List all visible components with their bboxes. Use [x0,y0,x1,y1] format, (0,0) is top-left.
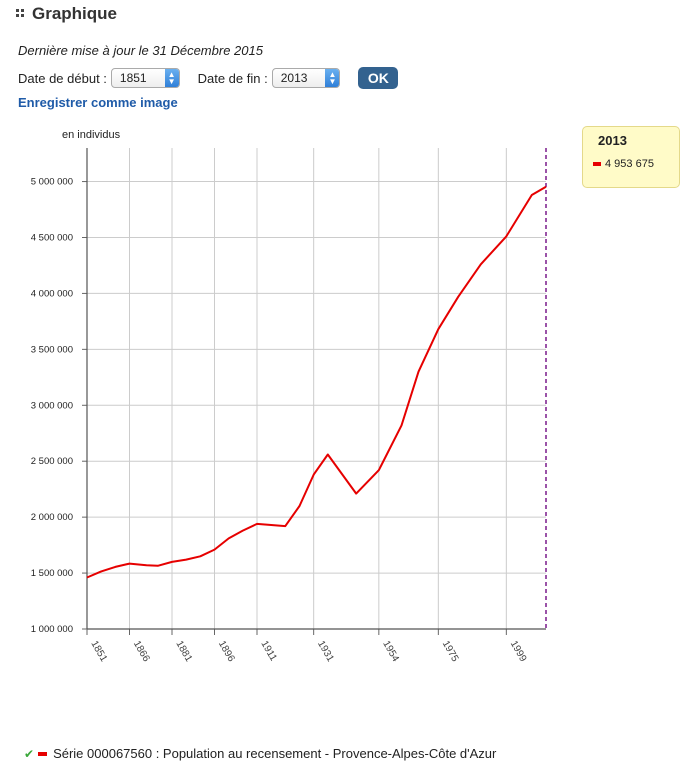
x-tick-label: 1896 [216,639,237,664]
ok-button[interactable]: OK [358,67,399,89]
x-tick-label: 1866 [131,639,152,664]
y-tick-label: 4 500 000 [31,232,73,243]
y-tick-label: 4 000 000 [31,288,73,299]
grid-layer [86,148,546,630]
y-axis-label: en individus [62,129,121,141]
section-title: Graphique [16,4,117,24]
last-update-text: Dernière mise à jour le 31 Décembre 2015 [18,43,263,58]
x-tick-label: 1954 [380,639,401,664]
y-tick-label: 1 500 000 [31,568,73,579]
x-tick-label: 1999 [508,639,529,664]
tooltip-year: 2013 [598,133,627,148]
series-layer [86,185,547,579]
end-date-label: Date de fin : [197,70,268,86]
y-tick-label: 5 000 000 [31,177,73,188]
x-tick-label: 1881 [173,639,194,664]
tooltip-value: 4 953 675 [605,158,654,170]
y-tick-label: 3 000 000 [31,400,73,411]
y-tick-label: 2 000 000 [31,512,73,523]
page-title: Graphique [32,4,118,23]
check-icon: ✔ [24,746,35,761]
drag-handle-icon [16,9,26,19]
y-tick-label: 3 500 000 [31,344,73,355]
select-arrows-icon: ▲ ▼ [164,69,179,87]
select-arrows-icon: ▲ ▼ [325,69,340,87]
series-color-swatch [38,751,48,756]
start-date-select[interactable]: 1851 ▲ ▼ [110,68,180,88]
tooltip-value-row: 4 953 675 [593,158,654,170]
population-chart: en individus 1 000 000 1 500 000 2 000 000… [31,129,547,664]
x-tick-label: 1851 [88,639,109,664]
series-line [86,185,547,579]
date-controls: Date de début : 1851 ▲ ▼ Date de fin : 20… [18,67,399,89]
start-date-label: Date de début : [18,70,107,86]
end-date-value: 2013 [280,71,308,85]
end-date-select[interactable]: 2013 ▲ ▼ [271,68,341,88]
series-caption: Série 000067560 : Population au recensem… [53,746,497,761]
y-tick-label: 1 000 000 [31,624,73,635]
axis-layer: 1 000 000 1 500 000 2 000 000 2 500 000 3 00… [31,148,547,664]
series-color-swatch [593,162,601,166]
x-tick-label: 1931 [315,639,336,664]
start-date-value: 1851 [119,71,147,85]
save-as-image-link[interactable]: Enregistrer comme image [18,95,178,110]
x-tick-label: 1911 [258,639,278,664]
series-legend[interactable]: ✔ Série 000067560 : Population au recens… [24,746,496,761]
y-tick-label: 2 500 000 [31,456,73,467]
x-tick-label: 1975 [440,639,461,664]
tooltip-box: 2013 4 953 675 [582,126,680,188]
